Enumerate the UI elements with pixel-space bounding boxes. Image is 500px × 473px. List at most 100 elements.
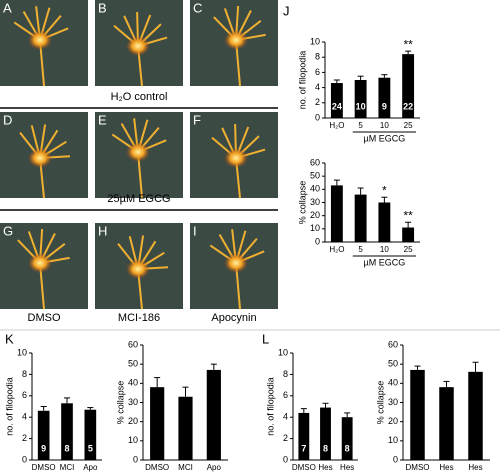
y-tick-label: 4 [22, 412, 27, 422]
significance: ** [403, 37, 413, 51]
growth-cone [28, 148, 52, 168]
y-tick-label: 10 [128, 435, 138, 445]
y-tick-label: 0 [133, 454, 138, 464]
panel-letter: H [98, 223, 107, 238]
x-tick-label: 10 [380, 245, 389, 254]
growth-cone [19, 124, 71, 199]
y-tick-label: 2 [315, 97, 320, 107]
bar [439, 387, 454, 460]
y-tick-label: 60 [128, 339, 138, 349]
y-tick-label: 0 [283, 454, 288, 464]
caption: DMSO [28, 312, 61, 324]
y-tick-label: 40 [388, 378, 398, 388]
y-tick-label: 10 [17, 347, 27, 357]
bar [341, 417, 353, 460]
y-tick-label: 0 [393, 454, 398, 464]
bar [150, 387, 165, 460]
y-axis-label: % collapse [375, 381, 385, 425]
y-axis-label: no. of filopodia [297, 51, 307, 110]
x-tick-label: Hes [340, 463, 354, 472]
y-axis-label: no. of filopodia [265, 377, 275, 436]
growth-cone [209, 229, 265, 310]
caption: H₂O control [111, 91, 168, 103]
y-tick-label: 6 [283, 390, 288, 400]
n-label: 10 [356, 101, 366, 111]
n-label: 24 [332, 101, 342, 111]
bar [378, 202, 391, 242]
n-label: 8 [64, 443, 69, 453]
x-tick-label: 10 [380, 121, 389, 130]
bar [468, 371, 483, 460]
panel-letter: C [193, 0, 202, 15]
panel-letter: I [193, 223, 197, 238]
bar [320, 407, 331, 460]
bar [37, 410, 50, 460]
y-tick-label: 0 [315, 236, 320, 246]
y-tick-label: 10 [388, 435, 398, 445]
significance: * [382, 183, 387, 197]
y-tick-label: 10 [278, 347, 288, 357]
y-axis-label: % collapse [115, 381, 125, 425]
panel-letter: G [3, 223, 13, 238]
y-tick-label: 10 [310, 223, 320, 233]
x-axis-label: µM EGCG [364, 133, 406, 143]
y-tick-label: 0 [315, 112, 320, 122]
panel-letter: F [193, 112, 201, 127]
growth-cone [28, 253, 52, 273]
y-tick-label: 6 [315, 67, 320, 77]
growth-cone [224, 253, 248, 273]
bar [178, 396, 193, 460]
y-tick-label: 20 [128, 416, 138, 426]
x-tick-label: Apo [83, 463, 98, 472]
panel-letter: A [3, 0, 12, 15]
y-tick-label: 8 [315, 52, 320, 62]
bar [354, 80, 367, 118]
bar [330, 83, 343, 118]
y-tick-label: 4 [315, 82, 320, 92]
n-label: 9 [41, 443, 46, 453]
bar [330, 185, 343, 242]
growth-cone [111, 118, 167, 199]
y-tick-label: 50 [310, 171, 320, 181]
x-tick-label: 5 [358, 245, 363, 254]
bar [84, 409, 97, 460]
n-label: 8 [323, 443, 328, 453]
y-tick-label: 2 [22, 433, 27, 443]
panel-letter: L [262, 331, 269, 346]
x-tick-label: 25 [404, 121, 413, 130]
panel-letter: B [98, 0, 107, 15]
growth-cone [28, 30, 52, 50]
x-tick-label: DMSO [145, 463, 169, 472]
caption: Apocynin [211, 312, 256, 324]
y-axis-label: % collapse [297, 181, 307, 225]
y-tick-label: 4 [283, 412, 288, 422]
y-axis-label: no. of filopodia [4, 377, 14, 436]
y-tick-label: 60 [388, 339, 398, 349]
x-tick-label: 5 [358, 121, 363, 130]
y-tick-label: 20 [388, 416, 398, 426]
panel-letter: K [5, 331, 14, 346]
x-axis-label: µM EGCG [364, 257, 406, 267]
y-tick-label: 50 [388, 359, 398, 369]
bar [402, 54, 415, 118]
bar [298, 412, 310, 460]
n-label: 5 [88, 443, 93, 453]
growth-cone [211, 123, 266, 199]
caption: MCI-186 [118, 312, 160, 324]
x-tick-label: Hes [439, 463, 453, 472]
growth-cone [213, 6, 266, 87]
y-tick-label: 8 [22, 369, 27, 379]
n-label: 8 [345, 443, 350, 453]
x-tick-label: Hes [318, 463, 332, 472]
panel-letter: E [98, 112, 107, 127]
x-tick-label: Hes [468, 463, 482, 472]
growth-cone [126, 142, 150, 162]
bar [354, 194, 367, 242]
growth-cone [113, 11, 168, 87]
x-tick-label: MCI [60, 463, 75, 472]
x-tick-label: Apo [207, 463, 222, 472]
x-tick-label: DMSO [32, 463, 56, 472]
y-tick-label: 6 [22, 390, 27, 400]
y-tick-label: 10 [310, 36, 320, 46]
y-tick-label: 20 [310, 210, 320, 220]
